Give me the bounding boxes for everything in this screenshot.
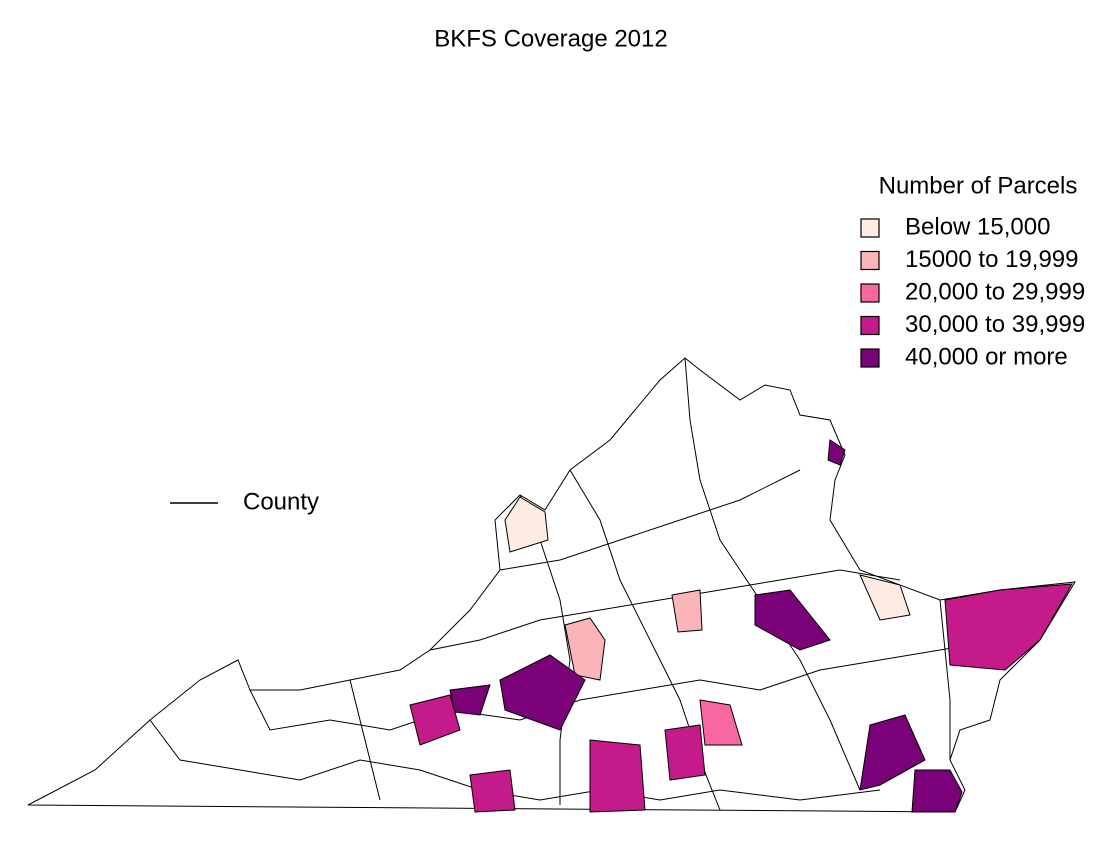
map-title: BKFS Coverage 2012 [434, 25, 667, 52]
legend-swatch [860, 218, 880, 238]
region [827, 439, 846, 466]
county-border [939, 599, 951, 760]
legend-swatch [860, 348, 880, 368]
region [449, 684, 491, 716]
region [504, 496, 549, 553]
county-border [429, 569, 901, 651]
region [671, 589, 703, 633]
legend-label: 20,000 to 29,999 [905, 278, 1085, 305]
legend-title: Number of Parcels [879, 172, 1078, 199]
legend-swatch [860, 250, 880, 271]
legend-swatch [860, 315, 880, 336]
state-map [27, 357, 1076, 813]
region [911, 769, 963, 813]
region [589, 739, 646, 813]
legend-label: Below 15,000 [905, 213, 1050, 240]
county-border [249, 639, 1001, 731]
region [754, 589, 831, 651]
state-outline [27, 357, 1076, 813]
region [564, 617, 606, 681]
legend-label: 15000 to 19,999 [905, 246, 1079, 273]
county-border [349, 679, 381, 801]
legend-label: 30,000 to 39,999 [905, 311, 1085, 338]
region [409, 694, 461, 746]
legend: Below 15,000 15000 to 19,999 20,000 to 29,… [860, 213, 1085, 370]
legend-swatch [860, 283, 880, 303]
county-border [499, 469, 801, 571]
region [859, 714, 926, 791]
region [499, 654, 586, 731]
county-border [684, 357, 861, 791]
region [664, 724, 706, 781]
region [699, 699, 743, 746]
county-legend-label: County [243, 488, 319, 515]
region [469, 769, 516, 813]
region [944, 583, 1073, 671]
region [859, 574, 911, 621]
legend-label: 40,000 or more [905, 343, 1068, 370]
